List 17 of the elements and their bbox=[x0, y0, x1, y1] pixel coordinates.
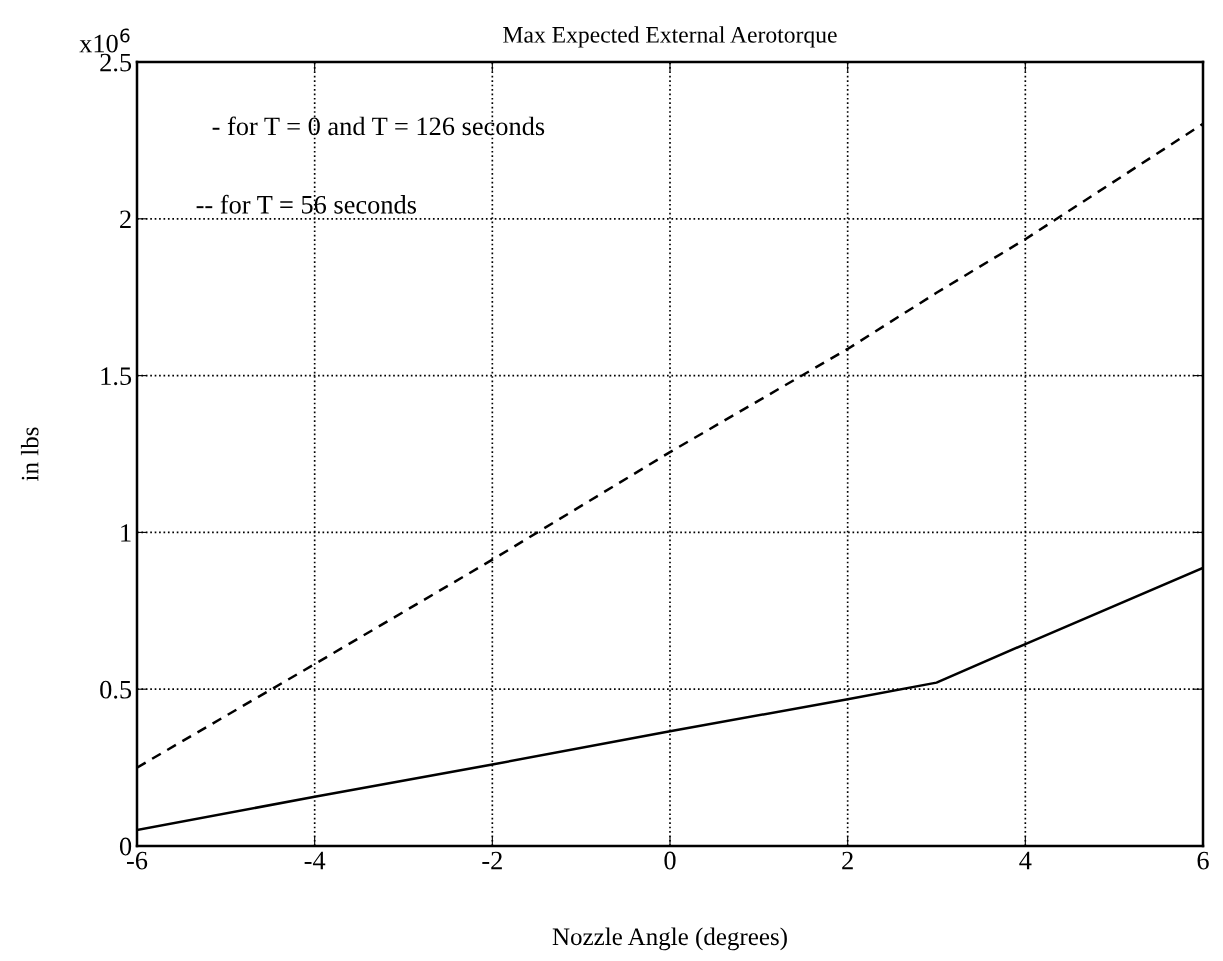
y-tick-label: 2 bbox=[120, 210, 131, 228]
x-tick-label: 0 bbox=[664, 851, 676, 870]
chart-title: Max Expected External Aerotorque bbox=[503, 26, 837, 48]
annotation: -- for T = 56 seconds bbox=[196, 194, 417, 214]
y-tick-label: 1.5 bbox=[101, 367, 132, 386]
x-axis-title: Nozzle Angle (degrees) bbox=[552, 927, 787, 951]
y-tick-label: 0.5 bbox=[100, 680, 132, 699]
text: x10$^{6}$ bbox=[79, 28, 130, 53]
x-tick-label: -4 bbox=[304, 851, 326, 870]
x-tick-label: 4 bbox=[1019, 851, 1032, 870]
y-tick-label: 1 bbox=[121, 524, 131, 542]
x-tick-label: 6 bbox=[1197, 851, 1209, 870]
x-tick-label: -2 bbox=[482, 851, 502, 870]
annotation: - for T = 0 and T = 126 seconds bbox=[212, 116, 545, 136]
x-tick-label: 2 bbox=[842, 851, 853, 870]
y-tick-label: 2.5 bbox=[100, 53, 132, 72]
y-axis-title: in lbs bbox=[20, 427, 39, 481]
